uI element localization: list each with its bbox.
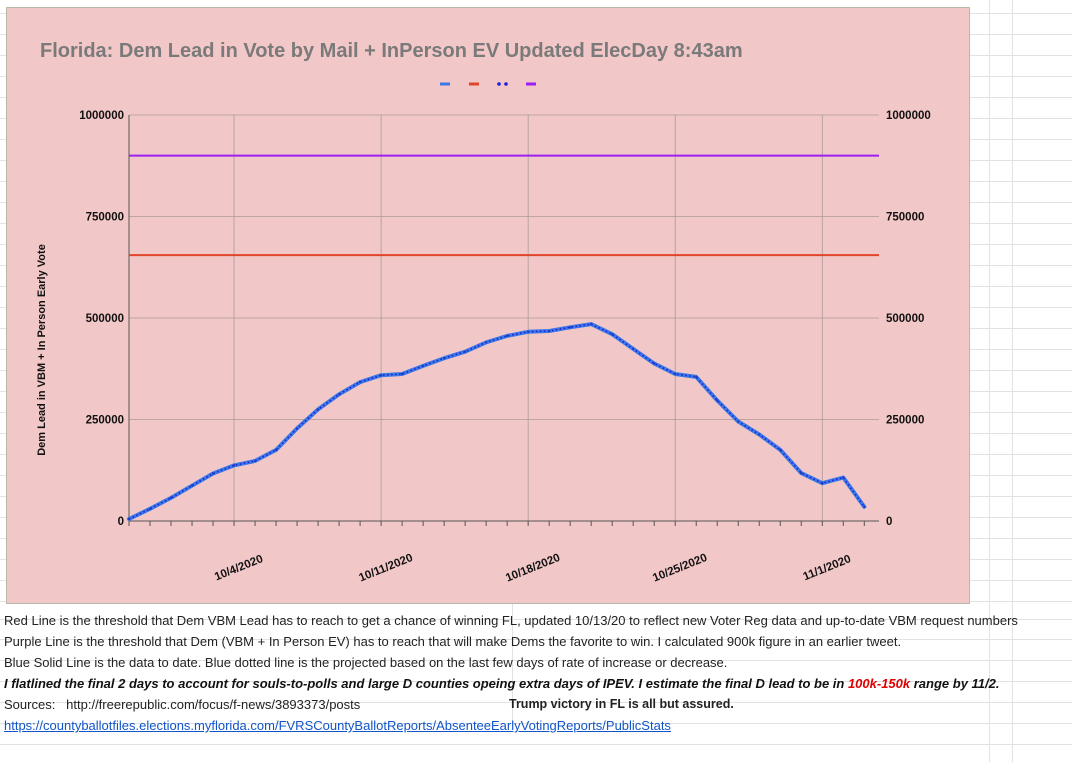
data-point — [547, 329, 551, 333]
data-point — [379, 374, 383, 377]
data-point — [400, 372, 404, 376]
x-tick-label: 10/4/2020 — [213, 553, 265, 583]
data-point — [674, 372, 677, 376]
data-point — [169, 496, 173, 500]
data-point — [442, 356, 446, 360]
plot-frame — [128, 115, 879, 526]
x-tick-label: 11/1/2020 — [801, 553, 852, 583]
data-point — [190, 484, 194, 487]
data-point — [779, 448, 782, 452]
data-point — [463, 350, 467, 353]
data-point — [716, 399, 719, 402]
sources-label: Sources: — [4, 697, 56, 712]
sources-row: Sources: http://freerepublic.com/focus/f… — [4, 697, 360, 712]
data-point — [632, 347, 635, 351]
data-point — [800, 471, 803, 475]
y-tick-label-left: 750000 — [86, 212, 124, 224]
data-point — [358, 380, 362, 384]
legend-marker-dot — [504, 82, 508, 86]
y-tick-label-left: 1000000 — [79, 110, 124, 122]
y-axis-left: 1000000 750000 500000 250000 0 — [79, 110, 124, 528]
chart-legend — [440, 82, 536, 86]
dem-lead-line — [127, 322, 867, 521]
data-point — [610, 333, 614, 336]
data-point — [505, 334, 509, 338]
estimate-range: 100k-150k — [847, 676, 911, 691]
note-blue-line: Blue Solid Line is the data to date. Blu… — [4, 655, 728, 670]
series-layer — [127, 154, 879, 521]
data-point — [526, 330, 530, 334]
line-chart: Florida: Dem Lead in Vote by Mail + InPe… — [36, 40, 931, 585]
data-point — [148, 507, 152, 511]
x-tick-label: 10/25/2020 — [651, 552, 709, 585]
x-axis: 10/4/2020 10/11/2020 10/18/2020 10/25/2020 1… — [213, 552, 853, 585]
verdict-text: Trump victory in FL is all but assured. — [509, 697, 734, 711]
chart-title: Florida: Dem Lead in Vote by Mail + InPe… — [40, 40, 743, 62]
x-tick-label: 10/18/2020 — [504, 552, 562, 585]
data-point — [316, 408, 320, 411]
y-axis-title: Dem Lead in VBM + In Person Early Vote — [36, 244, 48, 456]
y-tick-label-left: 0 — [118, 516, 124, 528]
data-point — [232, 464, 236, 467]
data-point — [253, 459, 257, 463]
data-point — [653, 362, 656, 365]
data-point — [211, 472, 215, 475]
dem-lead-projection-dots — [128, 323, 865, 520]
data-point — [821, 482, 824, 485]
x-tick-label: 10/11/2020 — [357, 552, 414, 584]
legend-marker-dot — [497, 82, 501, 86]
note-estimate-text: I flatlined the final 2 days to account … — [4, 676, 848, 691]
y-tick-label-right: 0 — [886, 516, 892, 528]
data-point — [127, 517, 131, 521]
stats-link[interactable]: https://countyballotfiles.elections.myfl… — [4, 718, 671, 733]
data-point — [863, 505, 866, 508]
note-red-line: Red Line is the threshold that Dem VBM L… — [4, 613, 1018, 628]
chart-area: Florida: Dem Lead in Vote by Mail + InPe… — [6, 7, 970, 604]
y-axis-right: 1000000 750000 500000 250000 0 — [886, 110, 931, 528]
data-point — [758, 433, 761, 436]
y-tick-label-right: 500000 — [886, 313, 924, 325]
y-tick-label-left: 250000 — [86, 415, 124, 427]
data-point — [842, 476, 845, 479]
sources-url[interactable]: http://freerepublic.com/focus/f-news/389… — [66, 697, 361, 712]
data-point — [421, 364, 425, 368]
note-purple-line: Purple Line is the threshold that Dem (V… — [4, 634, 902, 649]
y-tick-label-left: 500000 — [86, 313, 124, 325]
data-point — [589, 322, 593, 326]
y-tick-label-right: 750000 — [886, 212, 924, 224]
data-point — [295, 427, 299, 430]
y-tick-label-right: 250000 — [886, 415, 924, 427]
gridlines — [129, 114, 879, 522]
y-tick-label-right: 1000000 — [886, 110, 931, 122]
data-point — [484, 341, 488, 344]
note-estimate: I flatlined the final 2 days to account … — [4, 676, 999, 691]
data-point — [695, 375, 698, 379]
data-point — [737, 420, 740, 423]
data-point — [568, 326, 572, 329]
data-point — [337, 393, 341, 396]
data-point — [274, 448, 278, 452]
note-estimate-tail: range by 11/2. — [910, 676, 1000, 691]
